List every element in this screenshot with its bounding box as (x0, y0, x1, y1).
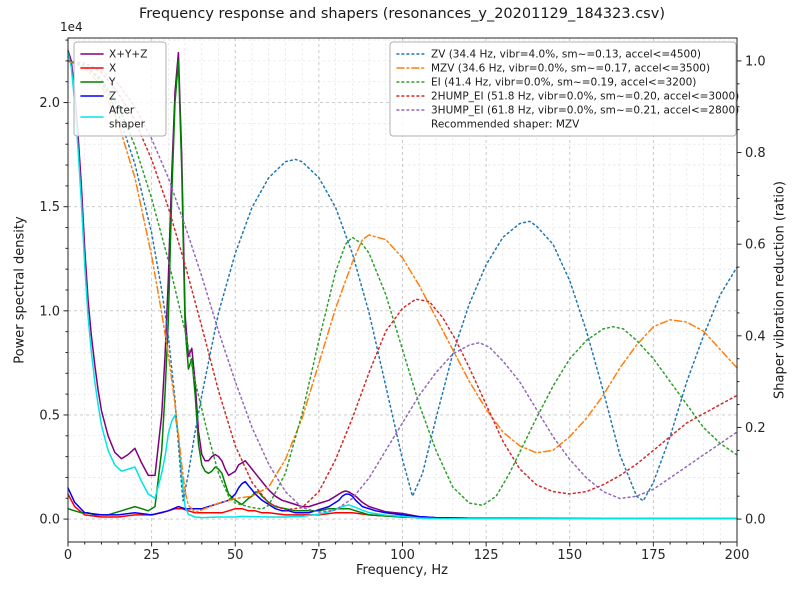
x-tick-label: 25 (143, 548, 160, 563)
x-tick-label: 50 (227, 548, 244, 563)
legend-item-label: 2HUMP_EI (51.8 Hz, vibr=0.0%, sm~=0.20, … (431, 91, 739, 103)
y-left-tick-label: 1.5 (39, 200, 60, 215)
legend-psd: X+Y+Z XYZ After shaper (73, 41, 167, 137)
series-line-2hump-ei (67, 60, 738, 511)
series-line-mzv (67, 60, 738, 513)
x-tick-label: 0 (64, 548, 72, 563)
series-line-ei (67, 60, 738, 510)
legend-item-label: 3HUMP_EI (61.8 Hz, vibr=0.0%, sm~=0.21, … (431, 105, 739, 117)
x-tick-label: 125 (474, 548, 499, 563)
y-right-axis-label: Shaper vibration reduction (ratio) (772, 181, 788, 399)
axis-ticks (63, 39, 742, 547)
series-line-y (67, 60, 738, 520)
x-tick-label: 150 (557, 548, 582, 563)
chart-title: Frequency response and shapers (resonanc… (139, 6, 665, 22)
legend-note: Recommended shaper: MZV (431, 119, 580, 131)
tick-labels: 0 25 50 75 100 125 150 175 200 0.0 0.5 1.0 1.5 2.0 0.0… (39, 54, 765, 563)
x-axis-label: Frequency, Hz (355, 563, 449, 578)
legend-item-label: ZV (34.4 Hz, vibr=4.0%, sm~=0.13, accel<… (431, 49, 701, 61)
series-line-after-shaper (67, 51, 738, 520)
y-right-tick-label: 1.0 (745, 54, 766, 69)
legend-item-label: After (109, 105, 135, 117)
y-left-offset-text: 1e4 (60, 20, 83, 34)
series-line-3hump-ei (67, 60, 738, 513)
y-left-tick-label: 1.0 (39, 304, 60, 319)
legend-item-label: X (109, 63, 116, 75)
y-right-tick-label: 0.8 (745, 146, 766, 161)
x-tick-label: 100 (390, 548, 415, 563)
y-left-tick-label: 0.5 (39, 408, 60, 423)
y-right-tick-label: 0.6 (745, 238, 766, 253)
y-left-tick-label: 0.0 (39, 513, 60, 528)
legend-psd-box (73, 41, 167, 137)
legend-item-label: Z (109, 91, 116, 103)
legend-item-label: X+Y+Z (109, 49, 147, 61)
y-left-axis-label: Power spectral density (12, 216, 28, 364)
legend-item-label: EI (41.4 Hz, vibr=0.0%, sm~=0.19, accel<… (431, 77, 696, 89)
x-tick-label: 200 (725, 548, 750, 563)
x-tick-label: 75 (311, 548, 328, 563)
legend-shapers-box (389, 41, 737, 137)
legend-item-label: Y (108, 77, 116, 89)
legend-item-label: shaper (109, 119, 146, 131)
y-right-tick-label: 0.2 (745, 421, 766, 436)
y-right-tick-label: 0.0 (745, 513, 766, 528)
x-tick-label: 175 (641, 548, 666, 563)
legend-shapers: ZV (34.4 Hz, vibr=4.0%, sm~=0.13, accel<… (389, 41, 739, 137)
series-line-x-y-z (67, 49, 738, 520)
legend-item-label: MZV (34.6 Hz, vibr=0.0%, sm~=0.17, accel… (431, 63, 710, 75)
y-right-tick-label: 0.4 (745, 329, 766, 344)
y-left-tick-label: 2.0 (39, 96, 60, 111)
series-line-zv (67, 60, 738, 502)
series-line-z (67, 480, 738, 520)
